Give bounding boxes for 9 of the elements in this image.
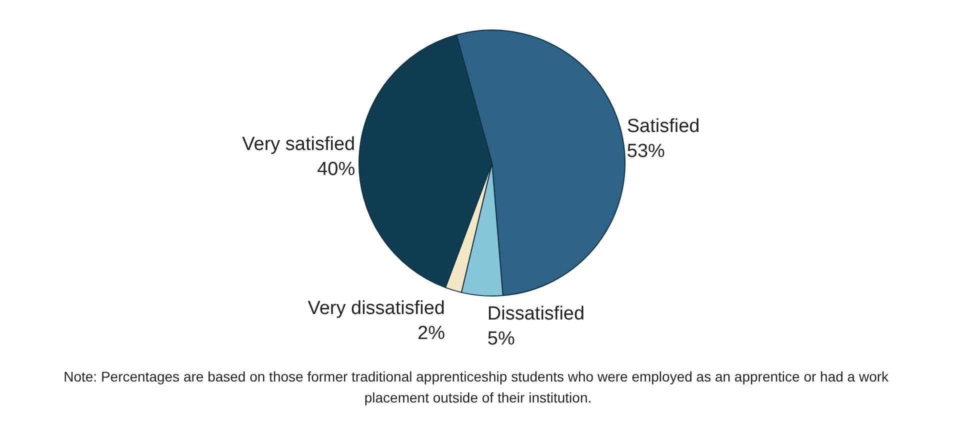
text: Note: Percentages are based on those former traditional apprenticeship students who were employed as an apprentice or had a work placement outside of their institution. — [64, 368, 892, 406]
slice-label: Satisfied — [626, 116, 700, 137]
data-label: 5% — [487, 328, 515, 350]
data-label: 53% — [626, 140, 666, 162]
slice-label: Very satisfied — [242, 134, 356, 156]
data-label: 40% — [317, 159, 356, 180]
data-label: 2% — [418, 322, 446, 344]
slice-label: Dissatisfied — [487, 304, 585, 325]
slice-label: Very dissatisfied — [308, 298, 446, 319]
